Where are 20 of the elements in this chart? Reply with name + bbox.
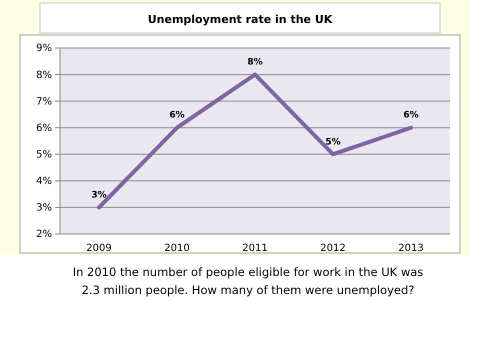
- x-tick-label: 2012: [320, 243, 346, 254]
- x-tick-label: 2011: [242, 243, 268, 254]
- y-tick-label: 3%: [36, 202, 52, 214]
- x-tick-label: 2010: [164, 243, 190, 254]
- data-label: 6%: [169, 110, 185, 121]
- y-tick-label: 8%: [36, 70, 52, 81]
- x-tick-label: 2013: [398, 243, 424, 254]
- data-label: 3%: [91, 190, 107, 200]
- data-label: 5%: [325, 137, 341, 148]
- y-tick-label: 5%: [36, 149, 52, 160]
- chart-title: Unemployment rate in the UK: [148, 13, 333, 26]
- y-tick-label: 6%: [36, 122, 52, 134]
- text: In 2010 the number of people eligible for work in the UK was 2.3 million people. How many of them were unemployed?: [72, 265, 424, 297]
- data-label: 6%: [403, 110, 419, 121]
- data-label: 8%: [247, 58, 263, 68]
- y-tick-label: 7%: [36, 96, 52, 108]
- x-tick-label: 2009: [86, 243, 112, 254]
- y-tick-label: 4%: [36, 176, 52, 188]
- y-tick-label: 2%: [36, 229, 52, 240]
- y-tick-label: 9%: [36, 43, 52, 54]
